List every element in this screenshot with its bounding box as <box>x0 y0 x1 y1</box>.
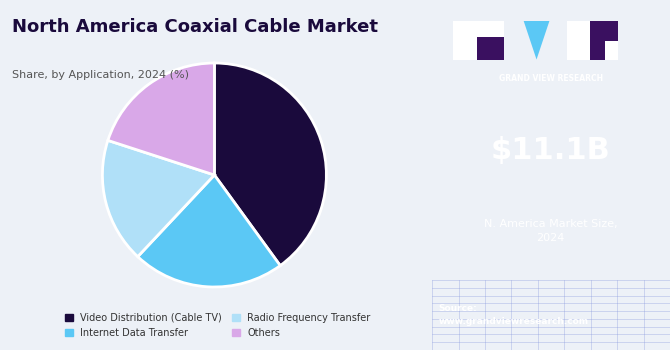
Wedge shape <box>108 63 214 175</box>
Polygon shape <box>524 21 549 60</box>
Bar <box>567 21 618 60</box>
Wedge shape <box>214 63 326 266</box>
Wedge shape <box>103 140 214 257</box>
Text: North America Coaxial Cable Market: North America Coaxial Cable Market <box>12 18 378 35</box>
Legend: Video Distribution (Cable TV), Internet Data Transfer, Radio Frequency Transfer,: Video Distribution (Cable TV), Internet … <box>61 309 375 342</box>
Text: Share, by Application, 2024 (%): Share, by Application, 2024 (%) <box>12 70 189 80</box>
Bar <box>590 21 618 41</box>
Wedge shape <box>138 175 280 287</box>
Text: N. America Market Size,
2024: N. America Market Size, 2024 <box>484 219 618 243</box>
Bar <box>453 21 505 60</box>
Bar <box>590 41 605 60</box>
Bar <box>476 37 505 60</box>
Text: GRAND VIEW RESEARCH: GRAND VIEW RESEARCH <box>498 74 603 83</box>
Text: $11.1B: $11.1B <box>491 136 610 165</box>
Text: Source:
www.grandviewresearch.com: Source: www.grandviewresearch.com <box>439 304 589 326</box>
